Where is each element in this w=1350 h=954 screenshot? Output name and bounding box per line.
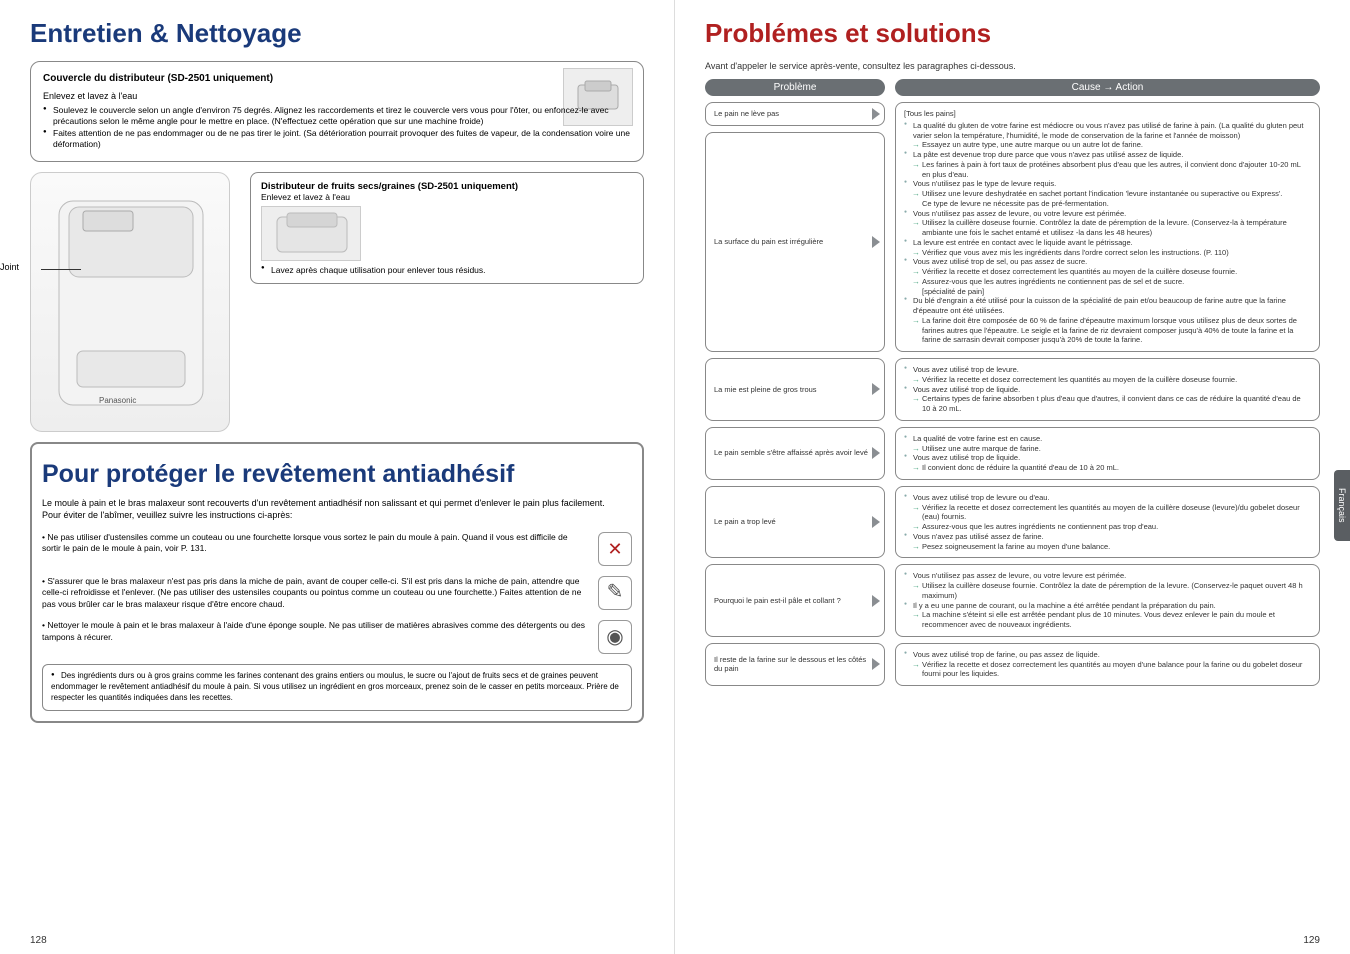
joint-label: Joint xyxy=(0,262,19,272)
machine-svg: Panasonic xyxy=(39,181,223,425)
prob-5: Le pain a trop levé xyxy=(705,486,885,559)
couvercle-card: Couvercle du distributeur (SD-2501 uniqu… xyxy=(30,61,644,162)
distributeur-title: Distributeur de fruits secs/graines (SD-… xyxy=(261,181,633,192)
prob-7: Il reste de la farine sur le dessous et … xyxy=(705,643,885,686)
header-action-text: Cause → Action xyxy=(1072,82,1144,93)
header-action: Cause → Action xyxy=(895,79,1320,96)
tip-row-3: • Nettoyer le moule à pain et le bras ma… xyxy=(42,620,632,654)
distributeur-b1: Lavez après chaque utilisation pour enle… xyxy=(261,265,633,275)
prob-4: Le pain semble s'être affaissé après avo… xyxy=(705,427,885,480)
distributeur-thumb xyxy=(261,206,361,261)
tip-note-text: Des ingrédients durs ou à gros grains co… xyxy=(51,671,619,702)
prob-7-text: Il reste de la farine sur le dessous et … xyxy=(714,655,876,675)
left-page: Entretien & Nettoyage Couvercle du distr… xyxy=(0,0,675,954)
trouble-row-1-2: Le pain ne lève pas La surface du pain e… xyxy=(705,102,1320,352)
sponge-icon xyxy=(598,620,632,654)
action-7: Vous avez utilisé trop de farine, ou pas… xyxy=(895,643,1320,686)
entretien-title: Entretien & Nettoyage xyxy=(30,18,644,49)
arrow-icon xyxy=(872,516,880,528)
tip-row-1: • Ne pas utiliser d'ustensiles comme un … xyxy=(42,532,632,566)
protect-box: Pour protéger le revêtement antiadhésif … xyxy=(30,442,644,723)
page-num-right: 129 xyxy=(1303,935,1320,946)
knife-icon xyxy=(598,576,632,610)
problemes-subtitle: Avant d'appeler le service après-vente, … xyxy=(705,61,1320,71)
action-6: Vous n'utilisez pas assez de levure, ou … xyxy=(895,564,1320,637)
prob-4-text: Le pain semble s'être affaissé après avo… xyxy=(714,448,868,458)
page-num-left: 128 xyxy=(30,935,47,946)
tip2-text: • S'assurer que le bras malaxeur n'est p… xyxy=(42,576,588,610)
right-page: Problémes et solutions Avant d'appeler l… xyxy=(675,0,1350,954)
bread-machine-illustration: Panasonic xyxy=(30,172,230,432)
svg-text:Panasonic: Panasonic xyxy=(99,396,136,405)
trouble-row-6: Pourquoi le pain est-il pâle et collant … xyxy=(705,564,1320,637)
trouble-row-4: Le pain semble s'être affaissé après avo… xyxy=(705,427,1320,480)
trouble-row-3: La mie est pleine de gros trous Vous ave… xyxy=(705,358,1320,421)
prob-6-text: Pourquoi le pain est-il pâle et collant … xyxy=(714,596,841,606)
column-headers: Problème Cause → Action xyxy=(705,79,1320,96)
prob-5-text: Le pain a trop levé xyxy=(714,517,776,527)
prob-2-text: La surface du pain est irrégulière xyxy=(714,237,823,247)
arrow-icon xyxy=(872,108,880,120)
action-1-2: [Tous les pains]La qualité du gluten de … xyxy=(895,102,1320,352)
problemes-title: Problémes et solutions xyxy=(705,18,1320,49)
couvercle-b1: Soulevez le couvercle selon un angle d'e… xyxy=(43,105,631,128)
prob-3: La mie est pleine de gros trous xyxy=(705,358,885,421)
protect-title: Pour protéger le revêtement antiadhésif xyxy=(42,460,632,489)
arrow-icon xyxy=(872,595,880,607)
distributeur-card: Distributeur de fruits secs/graines (SD-… xyxy=(250,172,644,284)
tip3-text: • Nettoyer le moule à pain et le bras ma… xyxy=(42,620,588,643)
prob-3-text: La mie est pleine de gros trous xyxy=(714,385,817,395)
arrow-icon xyxy=(872,658,880,670)
prob-2: La surface du pain est irrégulière xyxy=(705,132,885,352)
tip1-text: • Ne pas utiliser d'ustensiles comme un … xyxy=(42,532,588,555)
distributeur-sub: Enlevez et lavez à l'eau xyxy=(261,192,633,202)
trouble-row-5: Le pain a trop levé Vous avez utilisé tr… xyxy=(705,486,1320,559)
tip-row-2: • S'assurer que le bras malaxeur n'est p… xyxy=(42,576,632,610)
couvercle-sub: Enlevez et lavez à l'eau xyxy=(43,90,631,102)
action-4: La qualité de votre farine est en cause.… xyxy=(895,427,1320,480)
couvercle-b2: Faites attention de ne pas endommager ou… xyxy=(43,128,631,151)
prob-6: Pourquoi le pain est-il pâle et collant … xyxy=(705,564,885,637)
arrow-icon xyxy=(872,447,880,459)
header-probleme: Problème xyxy=(705,79,885,96)
device-row: Joint Panasonic Distributeur de fruits s… xyxy=(30,172,644,432)
prob-1: Le pain ne lève pas xyxy=(705,102,885,126)
arrow-icon xyxy=(872,383,880,395)
troubles-list: Le pain ne lève pas La surface du pain e… xyxy=(705,102,1320,686)
action-3: Vous avez utilisé trop de levure.Vérifie… xyxy=(895,358,1320,421)
protect-intro: Le moule à pain et le bras malaxeur sont… xyxy=(42,497,632,522)
tip-note: Des ingrédients durs ou à gros grains co… xyxy=(42,664,632,710)
arrow-icon xyxy=(872,236,880,248)
trouble-row-7: Il reste de la farine sur le dessous et … xyxy=(705,643,1320,686)
language-tab: Français xyxy=(1334,470,1350,541)
joint-line xyxy=(41,269,81,270)
couvercle-card-title: Couvercle du distributeur (SD-2501 uniqu… xyxy=(43,72,631,86)
no-utensil-icon xyxy=(598,532,632,566)
action-5: Vous avez utilisé trop de levure ou d'ea… xyxy=(895,486,1320,559)
prob-1-text: Le pain ne lève pas xyxy=(714,109,779,119)
